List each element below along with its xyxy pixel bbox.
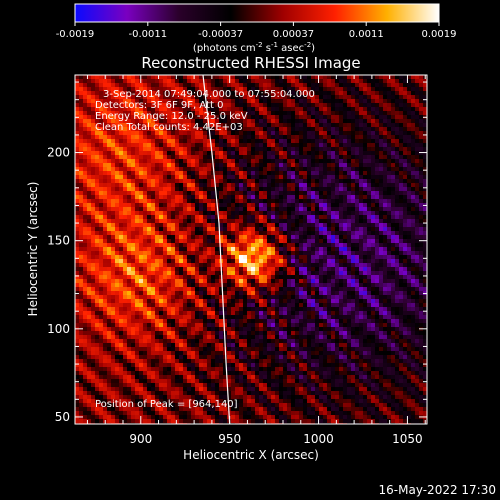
- colorbar-tick-label: 0.00037: [273, 29, 314, 40]
- y-tick-label: 200: [47, 146, 70, 160]
- y-tick-label: 150: [47, 234, 70, 248]
- colorbar-tick-label: 0.0019: [422, 29, 457, 40]
- colorbar-tick-label: -0.00037: [198, 29, 243, 40]
- x-tick-label: 900: [129, 432, 152, 446]
- x-tick-label: 950: [218, 432, 241, 446]
- x-tick-label: 1050: [392, 432, 423, 446]
- colorbar-unit: (photons cm-2 s-1 asec-2): [193, 41, 315, 54]
- colorbar-tick-label: -0.0011: [128, 29, 167, 40]
- axis-ticks: 900 950 1000 1050 50 100 150 200: [47, 75, 427, 446]
- annotation-energy-range: Energy Range: 12.0 - 25.0 keV: [95, 111, 248, 122]
- x-axis-label: Heliocentric X (arcsec): [183, 448, 319, 462]
- y-tick-label: 50: [55, 410, 70, 424]
- y-axis-label: Heliocentric Y (arcsec): [26, 182, 40, 317]
- annotation-time-range: 3-Sep-2014 07:49:04.000 to 07:55:04.000: [103, 89, 315, 100]
- colorbar-tick-label: 0.0011: [349, 29, 384, 40]
- annotation-peak-position: Position of Peak = [964,140]: [95, 399, 238, 410]
- colorbar: [74, 3, 440, 23]
- annotation-detectors: Detectors: 3F 6F 9F, Att 0: [95, 100, 223, 111]
- heatmap-image: [75, 75, 427, 424]
- plot-frame: [74, 74, 428, 425]
- observation-annotations: 3-Sep-2014 07:49:04.000 to 07:55:04.000 …: [95, 89, 315, 410]
- annotation-clean-counts: Clean Total counts: 4.42E+03: [95, 122, 243, 133]
- y-tick-label: 100: [47, 322, 70, 336]
- colorbar-ticks: -0.0019 -0.0011 -0.00037 0.00037 0.0011 0.001…: [56, 22, 457, 40]
- colorbar-tick-label: -0.0019: [56, 29, 95, 40]
- chart-title: Reconstructed RHESSI Image: [141, 54, 360, 72]
- footer-date: 16-May-2022 17:30: [379, 483, 496, 497]
- solar-limb-curve: [202, 74, 231, 425]
- x-tick-label: 1000: [303, 432, 334, 446]
